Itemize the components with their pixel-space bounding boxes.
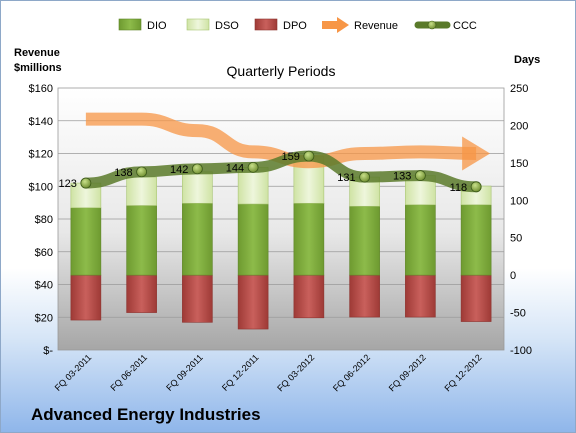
left-tick-label: $- bbox=[43, 345, 53, 357]
x-tick-label: FQ 12-2012 bbox=[443, 352, 484, 393]
x-tick-label: FQ 09-2011 bbox=[164, 352, 205, 393]
left-tick-label: $20 bbox=[35, 312, 53, 324]
ccc-point bbox=[136, 166, 148, 178]
dpo-bar bbox=[70, 274, 102, 321]
dio-bar bbox=[460, 204, 492, 276]
ccc-data-label: 144 bbox=[226, 162, 244, 174]
revenue-line bbox=[85, 112, 477, 169]
dpo-bar bbox=[126, 274, 157, 313]
right-tick-label: -100 bbox=[510, 345, 532, 357]
left-tick-label: $140 bbox=[29, 116, 53, 128]
dpo-bar bbox=[237, 274, 269, 330]
legend-swatch bbox=[118, 18, 142, 31]
dpo-bar bbox=[405, 274, 436, 318]
legend: DIO DSO DPO Revenue CCC bbox=[118, 17, 477, 33]
right-tick-label: -50 bbox=[510, 308, 526, 320]
legend-label: DSO bbox=[215, 20, 239, 32]
ccc-point bbox=[414, 170, 426, 181]
legend-label: CCC bbox=[453, 20, 477, 32]
legend-label: DIO bbox=[147, 20, 167, 32]
revenue-arrowhead bbox=[462, 136, 491, 171]
right-axis-label: Days bbox=[514, 54, 540, 66]
left-tick-label: $160 bbox=[29, 83, 53, 95]
ccc-data-label: 133 bbox=[393, 171, 411, 183]
dpo-bar bbox=[293, 274, 325, 319]
x-axis-ticks: FQ 03-2011 FQ 06-2011 FQ 09-2011 FQ 12-2011… bbox=[53, 352, 484, 393]
x-tick-label: FQ 06-2012 bbox=[331, 352, 372, 393]
ccc-data-label: 118 bbox=[450, 182, 468, 194]
revenue-series bbox=[85, 112, 491, 171]
legend-swatch bbox=[254, 18, 278, 31]
right-tick-label: 150 bbox=[510, 158, 528, 170]
dpo-bar bbox=[349, 274, 380, 318]
dio-bar bbox=[70, 207, 102, 276]
x-tick-label: FQ 09-2012 bbox=[387, 352, 428, 393]
dio-bar bbox=[293, 202, 325, 276]
ccc-data-label: 131 bbox=[337, 172, 355, 184]
ccc-point bbox=[191, 163, 203, 175]
dpo-bar bbox=[460, 274, 492, 322]
x-tick-label: FQ 03-2012 bbox=[275, 352, 316, 393]
x-tick-label: FQ 03-2011 bbox=[53, 352, 94, 393]
ccc-point bbox=[247, 161, 259, 173]
x-tick-label: FQ 06-2011 bbox=[108, 352, 149, 393]
left-axis-label-line1: Revenue bbox=[14, 47, 60, 59]
right-axis-ticks: 250 200 150 100 50 0 -50 -100 bbox=[510, 83, 532, 357]
left-axis-label-line2: $millions bbox=[14, 62, 62, 74]
right-tick-label: 100 bbox=[510, 195, 528, 207]
ccc-data-label: 142 bbox=[170, 164, 188, 176]
left-axis-ticks: $160 $140 $120 $100 $80 $60 $40 $20 $- bbox=[29, 83, 54, 357]
company-name: Advanced Energy Industries bbox=[31, 405, 261, 424]
ccc-point bbox=[359, 171, 371, 183]
left-tick-label: $100 bbox=[29, 181, 53, 193]
ccc-data-label: 123 bbox=[59, 178, 77, 190]
legend-swatch bbox=[186, 18, 210, 31]
ccc-data-label: 138 bbox=[114, 167, 132, 179]
dso-bar bbox=[126, 176, 157, 206]
chart-title: Quarterly Periods bbox=[227, 63, 336, 79]
dio-bar bbox=[182, 202, 213, 276]
right-tick-label: 200 bbox=[510, 120, 528, 132]
ccc-point bbox=[303, 150, 315, 162]
ccc-series: 123 138 142 144 159 131 133 118 bbox=[59, 150, 482, 194]
right-tick-label: 50 bbox=[510, 233, 522, 245]
dio-bar bbox=[126, 205, 157, 276]
legend-label: DPO bbox=[283, 20, 307, 32]
left-tick-label: $60 bbox=[35, 247, 53, 259]
right-tick-label: 250 bbox=[510, 83, 528, 95]
legend-label: Revenue bbox=[354, 20, 398, 32]
left-tick-label: $80 bbox=[35, 214, 53, 226]
legend-ccc-point bbox=[427, 20, 437, 30]
right-tick-label: 0 bbox=[510, 270, 516, 282]
dio-bar bbox=[237, 203, 269, 276]
dso-bar bbox=[182, 171, 213, 204]
legend-revenue-arrow bbox=[337, 17, 349, 33]
x-tick-label: FQ 12-2011 bbox=[220, 352, 261, 393]
ccc-point bbox=[470, 181, 482, 193]
dio-bar bbox=[349, 205, 380, 276]
dpo-bar bbox=[182, 274, 213, 323]
bar-series bbox=[70, 155, 492, 330]
dio-bar bbox=[405, 204, 436, 276]
left-tick-label: $40 bbox=[35, 280, 53, 292]
ccc-point bbox=[80, 177, 92, 189]
left-tick-label: $120 bbox=[29, 149, 53, 161]
ccc-data-label: 159 bbox=[282, 151, 300, 163]
